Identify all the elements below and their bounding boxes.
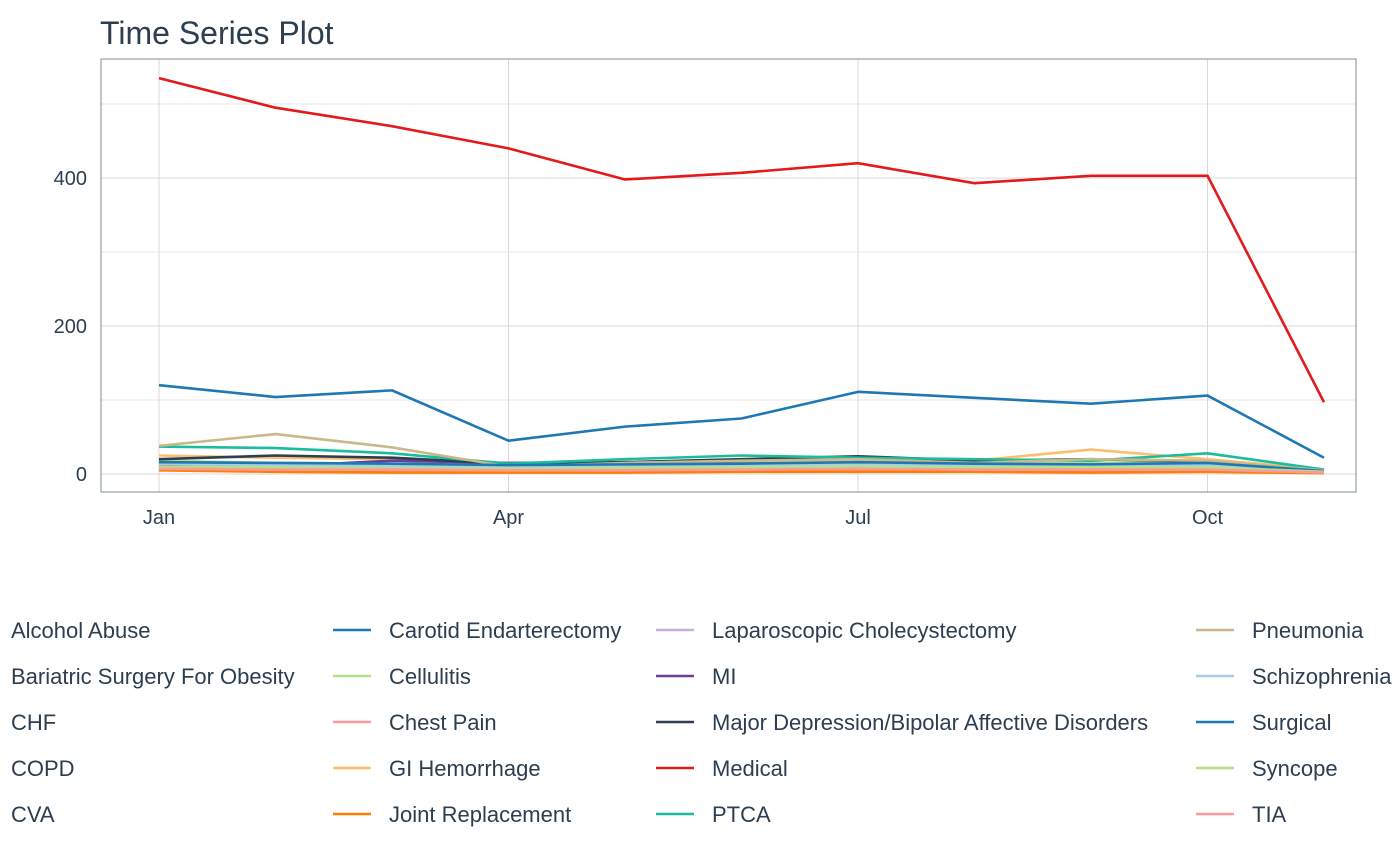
series-line-syncope (158, 465, 1325, 474)
legend-label: COPD (11, 756, 75, 781)
legend-item: COPD (11, 756, 75, 781)
x-axis-ticks: Jan Apr Jul Oct (143, 507, 1224, 529)
legend-item: Chest Pain (333, 710, 497, 735)
legend-label: TIA (1252, 802, 1287, 827)
series-line-ptca (158, 445, 1325, 471)
legend-label: Laparoscopic Cholecystectomy (712, 618, 1016, 643)
x-tick-label: Jan (143, 507, 175, 529)
legend-label: Joint Replacement (389, 802, 571, 827)
legend-label: Chest Pain (389, 710, 497, 735)
legend-label: Cellulitis (389, 664, 471, 689)
x-tick-label: Oct (1192, 507, 1224, 529)
legend-label: GI Hemorrhage (389, 756, 541, 781)
series-line-medical (158, 76, 1326, 403)
legend-label: Alcohol Abuse (11, 618, 150, 643)
legend-item: Joint Replacement (333, 802, 571, 827)
legend-item: PTCA (656, 802, 771, 827)
legend-label: Major Depression/Bipolar Affective Disor… (712, 710, 1148, 735)
x-tick-label: Apr (493, 507, 524, 529)
series-line-tia (158, 467, 1325, 474)
legend-item: Syncope (1196, 756, 1338, 781)
series-line-surgical (158, 460, 1325, 473)
legend-label: PTCA (712, 802, 771, 827)
legend-item: Carotid Endarterectomy (333, 618, 621, 643)
legend-label: MI (712, 664, 736, 689)
legend-item: CVA (11, 802, 55, 827)
y-axis-ticks: 0 200 400 (54, 168, 87, 486)
legend-item: Medical (656, 756, 788, 781)
legend-label: Bariatric Surgery For Obesity (11, 664, 295, 689)
legend-item: Major Depression/Bipolar Affective Disor… (656, 710, 1148, 735)
legend-item: Pneumonia (1196, 618, 1364, 643)
legend-item: Surgical (1196, 710, 1331, 735)
legend: Alcohol Abuse Bariatric Surgery For Obesi… (11, 618, 1392, 827)
x-tick-label: Jul (845, 507, 871, 529)
plot-border (100, 58, 1357, 493)
legend-item: GI Hemorrhage (333, 756, 541, 781)
chart-title: Time Series Plot (100, 15, 334, 51)
legend-item: Bariatric Surgery For Obesity (11, 664, 295, 689)
legend-label: Pneumonia (1252, 618, 1364, 643)
legend-label: CHF (11, 710, 56, 735)
series-line-pneumonia (158, 432, 1325, 472)
series-line-carotid-endarterectomy (158, 383, 1325, 459)
legend-item: Cellulitis (333, 664, 471, 689)
legend-label: Surgical (1252, 710, 1331, 735)
series-lines (158, 76, 1326, 475)
legend-label: CVA (11, 802, 55, 827)
legend-item: MI (656, 664, 736, 689)
legend-item: Laparoscopic Cholecystectomy (656, 618, 1016, 643)
y-tick-label: 0 (76, 464, 87, 486)
legend-item: Alcohol Abuse (11, 618, 150, 643)
y-tick-label: 400 (54, 168, 87, 190)
grid-lines (101, 59, 1356, 492)
legend-label: Carotid Endarterectomy (389, 618, 621, 643)
legend-label: Syncope (1252, 756, 1338, 781)
y-tick-label: 200 (54, 316, 87, 338)
legend-item: TIA (1196, 802, 1287, 827)
series-line-joint-replacement (158, 469, 1325, 475)
series-line-schizophrenia (158, 462, 1325, 473)
legend-item: Schizophrenia (1196, 664, 1392, 689)
legend-item: CHF (11, 710, 56, 735)
legend-label: Medical (712, 756, 788, 781)
legend-label: Schizophrenia (1252, 664, 1392, 689)
